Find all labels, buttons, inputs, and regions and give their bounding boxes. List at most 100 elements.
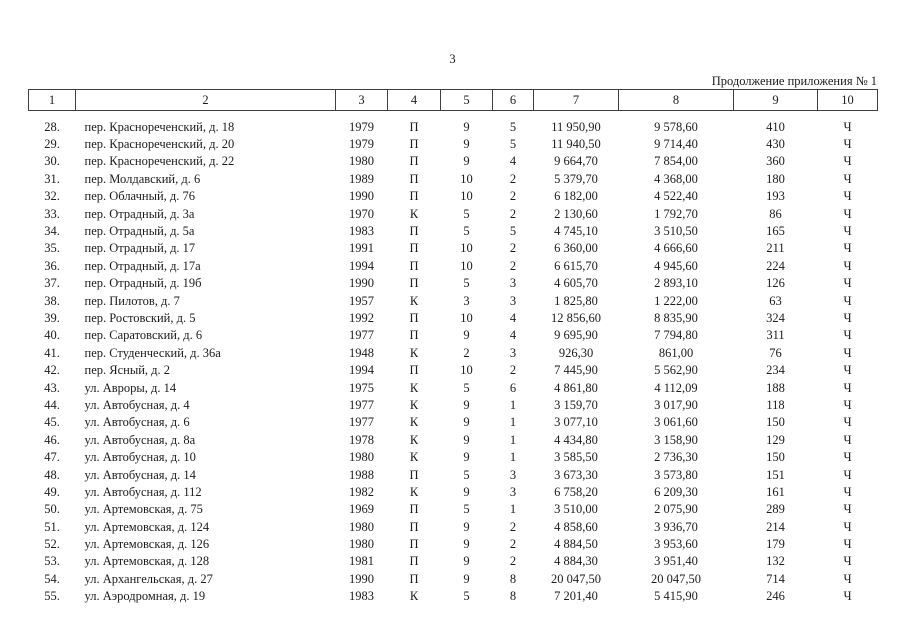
- table-cell-col-1: 45.: [44, 415, 60, 430]
- table-cell-col-6: 2: [509, 206, 517, 221]
- table-cell-col-5: 9: [463, 119, 470, 134]
- table-cell-col-1: 55.: [44, 589, 60, 604]
- table-cell-col-5: 10: [460, 258, 473, 273]
- table-cell-col-7: 20 047,50: [551, 571, 601, 586]
- table-cell-col-2: ул. Артемовская, д. 75: [84, 502, 203, 517]
- table-cell-col-10: Ч: [843, 154, 852, 169]
- table-cell-col-10: Ч: [843, 189, 852, 204]
- table-row: 38. пер. Пилотов, д. 7 1957 К 3 3 1 825,80 1 22…: [29, 292, 878, 309]
- table-cell-col-1: 40.: [44, 328, 60, 343]
- table-cell-col-8: 2 736,30: [654, 450, 698, 465]
- table-cell-col-10: Ч: [843, 589, 852, 604]
- table-cell-col-1: 38.: [44, 293, 60, 308]
- table-cell-col-10: Ч: [843, 397, 852, 412]
- table-cell-col-2: ул. Артемовская, д. 126: [84, 537, 210, 552]
- table-cell-col-1: 28.: [44, 119, 60, 134]
- table-cell-col-7: 5 379,70: [554, 171, 598, 186]
- table-cell-col-7: 3 077,10: [554, 415, 598, 430]
- table-cell-col-7: 4 745,10: [554, 224, 598, 239]
- table-cell-col-7: 7 201,40: [554, 589, 598, 604]
- table-row: 35. пер. Отрадный, д. 17 1991 П 10 2 6 360,00 4…: [29, 240, 878, 257]
- table-cell-col-4: П: [409, 328, 419, 343]
- column-header-1: 1: [28, 89, 76, 111]
- table-row: 54. ул. Архангельская, д. 27 1990 П 9 8 20 047…: [29, 571, 878, 588]
- table-cell-col-4: П: [409, 258, 419, 273]
- table-cell-col-10: Ч: [843, 519, 852, 534]
- table-cell-col-8: 4 666,60: [654, 241, 698, 256]
- table-cell-col-1: 44.: [44, 397, 60, 412]
- table-cell-col-8: 3 510,50: [654, 224, 698, 239]
- table-row: 47. ул. Автобусная, д. 10 1980 К 9 1 3 585,50 2…: [29, 449, 878, 466]
- table-cell-col-8: 5 415,90: [654, 589, 698, 604]
- table-row: 41. пер. Студенческий, д. 36а 1948 К 2 3 926,3…: [29, 345, 878, 362]
- table-cell-col-8: 3 936,70: [654, 519, 698, 534]
- table-cell-col-3: 1990: [349, 276, 374, 291]
- table-cell-col-1: 54.: [44, 571, 60, 586]
- table-cell-col-10: Ч: [843, 119, 852, 134]
- table-row: 30. пер. Краснореченский, д. 22 1980 П 9 4 9 6…: [29, 153, 878, 170]
- page-number: 3: [449, 52, 456, 66]
- table-cell-col-3: 1994: [349, 363, 374, 378]
- table-cell-col-7: 6 360,00: [554, 241, 598, 256]
- table-cell-col-6: 5: [509, 137, 517, 152]
- table-cell-col-5: 9: [463, 537, 470, 552]
- table-cell-col-3: 1982: [349, 484, 374, 499]
- table-cell-col-8: 7 854,00: [654, 154, 698, 169]
- table-cell-col-7: 1 825,80: [554, 293, 598, 308]
- table-cell-col-4: К: [409, 450, 419, 465]
- table-row: 49. ул. Автобусная, д. 112 1982 К 9 3 6 758,20…: [29, 484, 878, 501]
- table-cell-col-9: 76: [769, 345, 782, 360]
- table-cell-col-2: пер. Студенческий, д. 36а: [84, 345, 221, 360]
- table-row: 43. ул. Авроры, д. 14 1975 К 5 6 4 861,80 4 112…: [29, 379, 878, 396]
- table-cell-col-9: 150: [766, 415, 785, 430]
- table-cell-col-9: 188: [766, 380, 785, 395]
- table-cell-col-1: 29.: [44, 137, 60, 152]
- table-cell-col-5: 9: [463, 154, 470, 169]
- table-cell-col-8: 6 209,30: [654, 484, 698, 499]
- table-cell-col-6: 2: [509, 519, 517, 534]
- table-row: 52. ул. Артемовская, д. 126 1980 П 9 2 4 884,5…: [29, 536, 878, 553]
- table-cell-col-7: 6 758,20: [554, 484, 598, 499]
- table-cell-col-10: Ч: [843, 432, 852, 447]
- table-cell-col-3: 1948: [349, 345, 374, 360]
- table-cell-col-2: пер. Краснореченский, д. 18: [84, 119, 235, 134]
- table-cell-col-4: П: [409, 310, 419, 325]
- table-row: 39. пер. Ростовский, д. 5 1992 П 10 4 12 856,6…: [29, 310, 878, 327]
- table-cell-col-3: 1980: [349, 154, 374, 169]
- table-cell-col-3: 1983: [349, 589, 374, 604]
- table-cell-col-5: 5: [463, 206, 470, 221]
- table-cell-col-4: П: [409, 224, 419, 239]
- table-cell-col-9: 118: [766, 397, 785, 412]
- table-cell-col-8: 3 158,90: [654, 432, 698, 447]
- table-cell-col-3: 1980: [349, 519, 374, 534]
- table-cell-col-1: 47.: [44, 450, 60, 465]
- table-cell-col-1: 34.: [44, 224, 60, 239]
- table-cell-col-2: ул. Артемовская, д. 128: [84, 554, 210, 569]
- table-cell-col-3: 1979: [349, 119, 374, 134]
- continuation-note: Продолжение приложения № 1: [711, 74, 877, 88]
- table-cell-col-9: 150: [766, 450, 785, 465]
- table-cell-col-10: Ч: [843, 380, 852, 395]
- table-cell-col-5: 5: [463, 502, 470, 517]
- table-cell-col-2: пер. Ростовский, д. 5: [84, 310, 196, 325]
- table-cell-col-5: 10: [460, 310, 473, 325]
- table-row: 37. пер. Отрадный, д. 19б 1990 П 5 3 4 605,70 2…: [29, 275, 878, 292]
- table-cell-col-3: 1957: [349, 293, 374, 308]
- table-cell-col-3: 1983: [349, 224, 374, 239]
- table-cell-col-2: пер. Отрадный, д. 19б: [84, 276, 202, 291]
- table-cell-col-10: Ч: [843, 502, 852, 517]
- table-cell-col-5: 9: [463, 571, 470, 586]
- table-row: 45. ул. Автобусная, д. 6 1977 К 9 1 3 077,10 3 …: [29, 414, 878, 431]
- table-cell-col-5: 10: [460, 189, 473, 204]
- table-cell-col-6: 6: [509, 380, 517, 395]
- table-cell-col-10: Ч: [843, 450, 852, 465]
- table-cell-col-1: 46.: [44, 432, 60, 447]
- table-cell-col-5: 5: [463, 467, 470, 482]
- table-row: 40. пер. Саратовский, д. 6 1977 П 9 4 9 695,90…: [29, 327, 878, 344]
- table-cell-col-2: пер. Молдавский, д. 6: [84, 171, 201, 186]
- table-cell-col-10: Ч: [843, 224, 852, 239]
- table-cell-col-1: 50.: [44, 502, 60, 517]
- table-cell-col-3: 1977: [349, 415, 374, 430]
- table-cell-col-7: 11 940,50: [551, 137, 601, 152]
- table-row: 29. пер. Краснореченский, д. 20 1979 П 9 5 11 …: [29, 136, 878, 153]
